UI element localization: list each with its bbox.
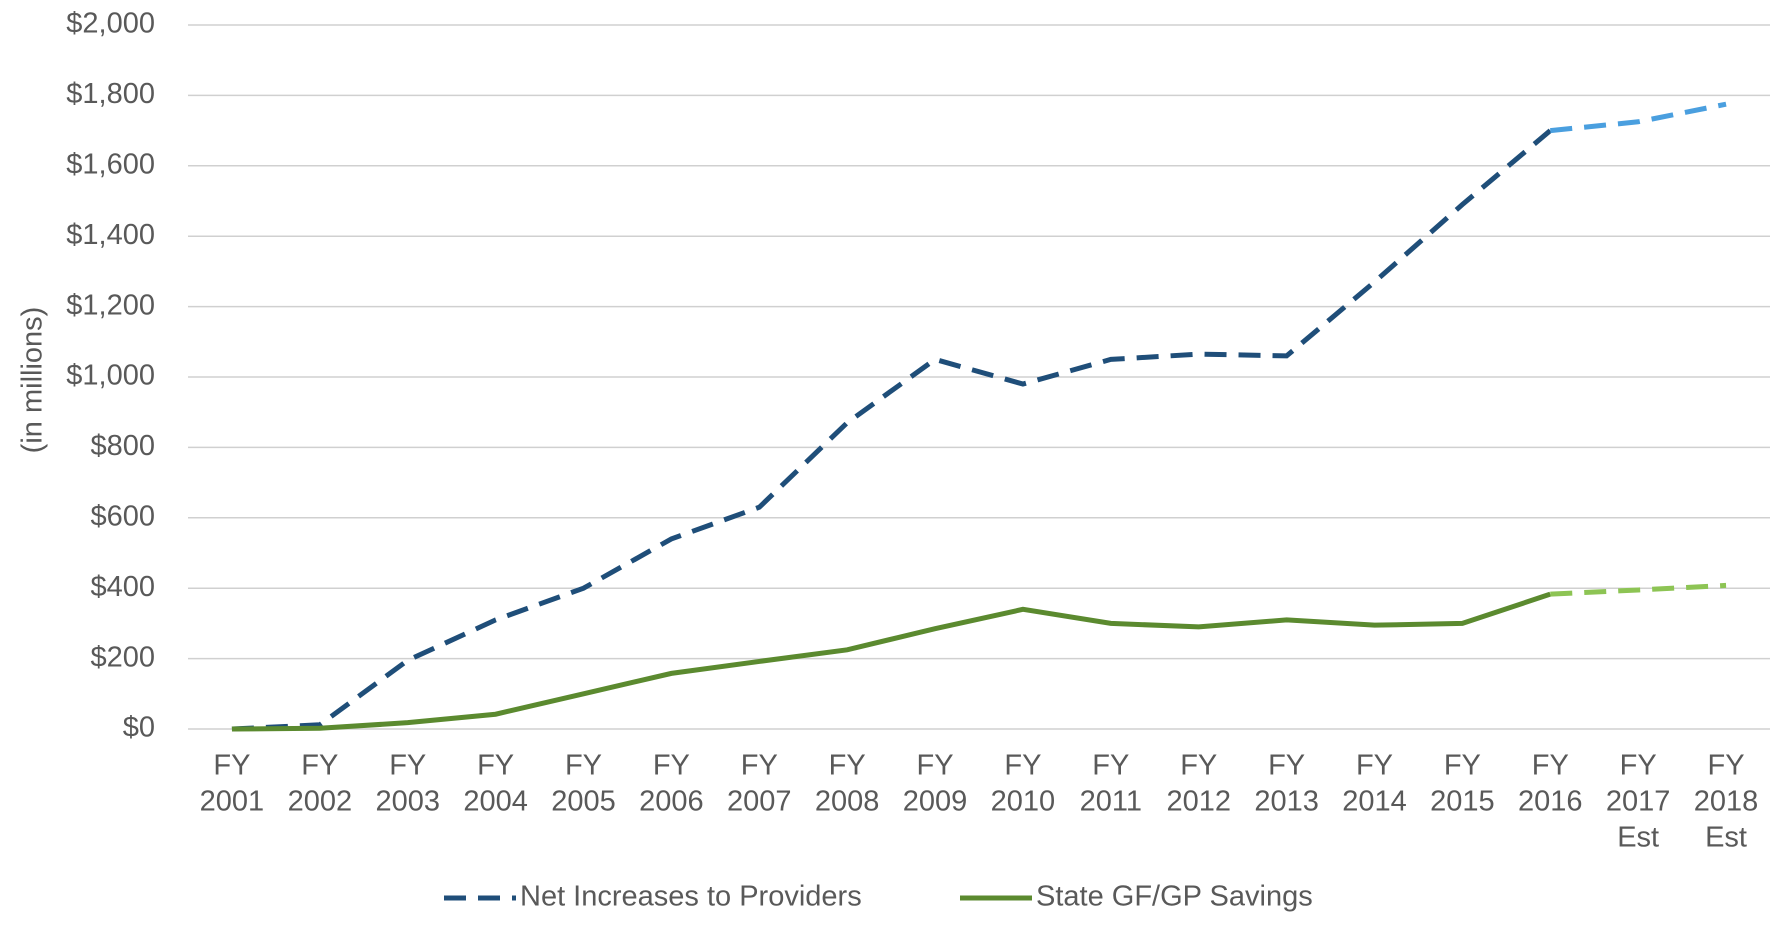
x-tick-label: 2011 [1080, 786, 1142, 818]
x-tick-label: FY [917, 750, 954, 782]
x-tick-label: FY [1620, 750, 1657, 782]
x-tick-label: FY [301, 750, 338, 782]
y-tick-label: $1,200 [66, 289, 155, 321]
x-tick-label: FY [213, 750, 250, 782]
x-tick-label: 2008 [815, 786, 880, 818]
x-tick-label: 2003 [375, 786, 440, 818]
x-tick-label: FY [1268, 750, 1305, 782]
y-axis-title: (in millions) [17, 307, 49, 454]
x-tick-label: FY [1180, 750, 1217, 782]
x-tick-label: FY [1444, 750, 1481, 782]
x-tick-label: 2001 [200, 786, 265, 818]
x-tick-label: FY [1708, 750, 1745, 782]
legend-label: Net Increases to Providers [520, 881, 862, 913]
x-tick-label: 2016 [1518, 786, 1583, 818]
x-tick-label: 2010 [991, 786, 1056, 818]
estimate-line [1550, 582, 1727, 597]
x-tick-label: 2018 [1694, 786, 1759, 818]
x-tick-label: Est [1705, 822, 1747, 854]
y-tick-label: $2,000 [66, 8, 155, 40]
series-line [231, 591, 1552, 732]
x-tick-label: FY [1532, 750, 1569, 782]
y-tick-label: $1,400 [66, 219, 155, 251]
x-tick-label: FY [1004, 750, 1041, 782]
x-tick-label: 2006 [639, 786, 704, 818]
x-tick-label: FY [389, 750, 426, 782]
x-tick-label: 2002 [288, 786, 353, 818]
y-tick-label: $200 [90, 641, 155, 673]
x-tick-label: 2014 [1342, 786, 1407, 818]
x-tick-label: 2015 [1430, 786, 1495, 818]
y-tick-label: $600 [90, 500, 155, 532]
x-tick-label: 2009 [903, 786, 968, 818]
x-tick-label: 2005 [551, 786, 616, 818]
x-tick-label: FY [741, 750, 778, 782]
x-tick-label: FY [477, 750, 514, 782]
x-tick-label: FY [653, 750, 690, 782]
x-tick-label: 2017 [1606, 786, 1671, 818]
x-tick-label: FY [565, 750, 602, 782]
x-tick-label: FY [1356, 750, 1393, 782]
y-tick-label: $1,800 [66, 78, 155, 110]
x-tick-label: Est [1617, 822, 1659, 854]
legend-label: State GF/GP Savings [1036, 881, 1313, 913]
x-tick-label: 2004 [463, 786, 528, 818]
y-tick-label: $400 [90, 571, 155, 603]
y-tick-label: $0 [123, 712, 155, 744]
x-tick-label: FY [1092, 750, 1129, 782]
x-tick-label: 2012 [1166, 786, 1231, 818]
y-tick-label: $1,000 [66, 360, 155, 392]
x-tick-label: 2013 [1254, 786, 1319, 818]
y-tick-label: $800 [90, 430, 155, 462]
y-tick-label: $1,600 [66, 148, 155, 180]
series-line [231, 128, 1552, 732]
x-tick-label: 2007 [727, 786, 792, 818]
x-tick-label: FY [829, 750, 866, 782]
estimate-line [1550, 101, 1727, 134]
